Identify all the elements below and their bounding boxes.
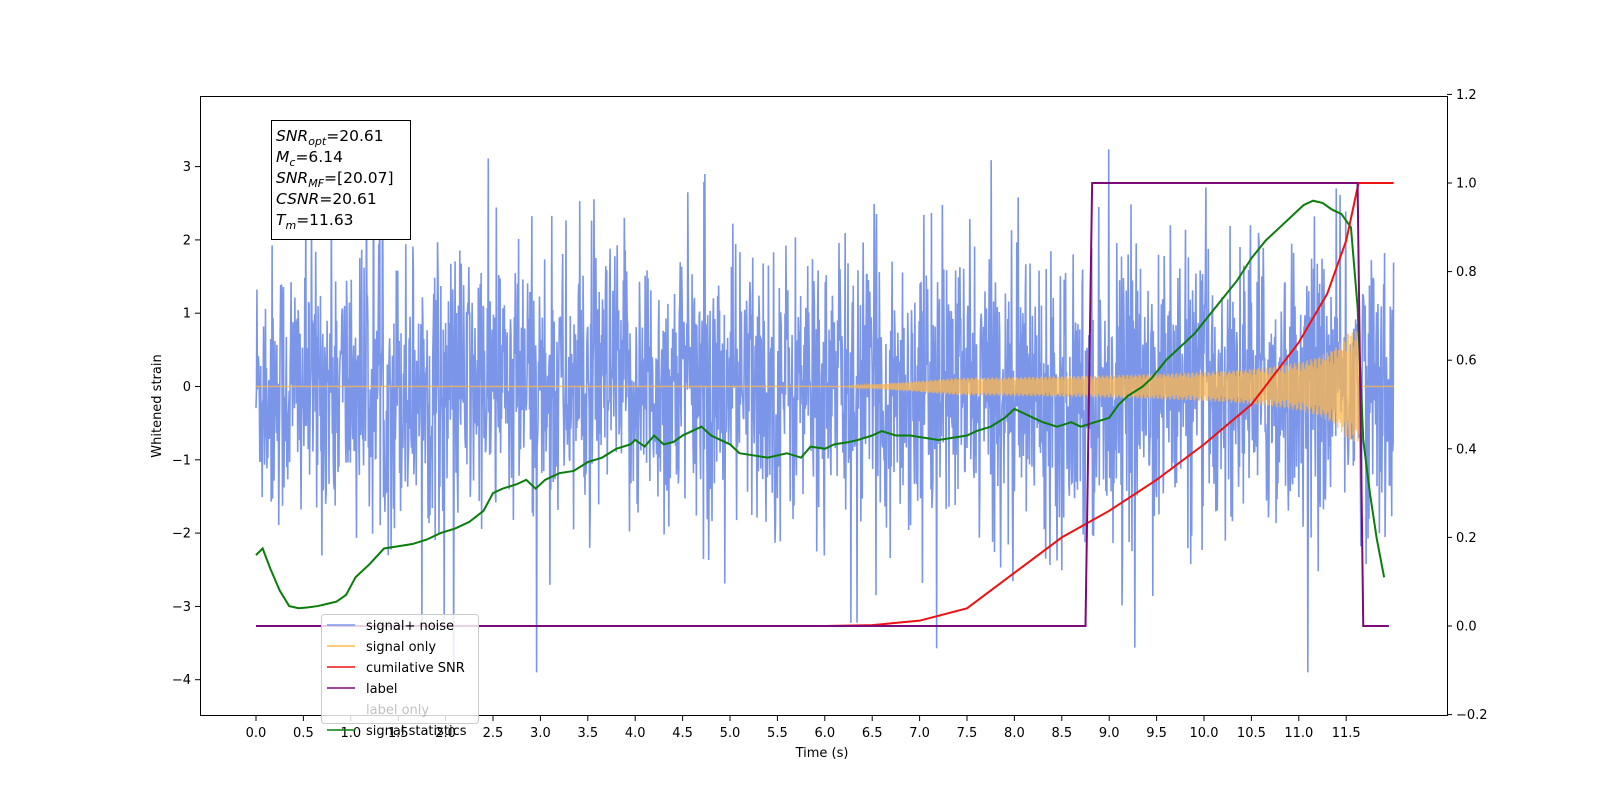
x-tick-label: 1.0: [340, 726, 361, 741]
y-tick-label: 3: [183, 160, 191, 175]
x-tick-label: 8.5: [1051, 726, 1072, 741]
x-tick-label: 3.5: [577, 726, 598, 741]
legend: signal+ noise signal only cumilative SNR la…: [321, 614, 479, 739]
legend-entry: label only: [366, 703, 429, 718]
series-signal-noise: [255, 122, 1395, 673]
x-tick-label: 9.5: [1146, 726, 1167, 741]
y-tick-label: −3: [172, 600, 191, 615]
annotation-line: CSNR=20.61: [276, 190, 377, 208]
y2-tick-label: 1.0: [1456, 177, 1477, 192]
x-tick-label: 10.0: [1190, 726, 1219, 741]
annotation-box: SNRopt=20.61Mc=6.14SNRMF=[20.07]CSNR=20.…: [271, 120, 411, 240]
y2-tick-label: 0.0: [1456, 620, 1477, 635]
y2-tick-label: 0.4: [1456, 442, 1477, 457]
series-label: [256, 182, 1389, 627]
y-tick-label: −4: [172, 673, 191, 688]
annotation-line: SNRopt=20.61: [276, 127, 384, 148]
x-tick-label: 5.5: [767, 726, 788, 741]
series-signal-only: [256, 331, 1394, 442]
axes: 0.0 0.5 1.0 1.5 2.0 2.5 3.0 3.5 4.0 4.5 5.0 5.5 6.0 6…: [172, 88, 1488, 741]
plot-frame: [200, 96, 1448, 716]
legend-entry: signal statistics: [366, 724, 467, 739]
x-tick-label: 0.5: [293, 726, 314, 741]
y-tick-label: 0: [183, 380, 191, 395]
y2-tick-label: 0.2: [1456, 531, 1477, 546]
legend-frame: [321, 614, 479, 724]
x-tick-label: 4.5: [672, 726, 693, 741]
x-axis-label: Time (s): [795, 746, 849, 761]
legend-entry: label: [366, 682, 397, 697]
x-tick-label: 1.5: [388, 726, 409, 741]
series-cumulative-snr: [256, 182, 1394, 627]
y-tick-label: −2: [172, 527, 191, 542]
x-tick-label: 3.0: [530, 726, 551, 741]
x-tick-label: 2.5: [483, 726, 504, 741]
legend-entry: cumilative SNR: [366, 661, 465, 676]
series-signal-statistics: [255, 199, 1386, 610]
legend-entry: signal+ noise: [366, 619, 454, 634]
x-tick-label: 11.0: [1284, 726, 1313, 741]
x-tick-label: 2.0: [435, 726, 456, 741]
x-tick-label: 5.0: [720, 726, 741, 741]
annotation-line: Tm=11.63: [276, 211, 354, 232]
annotation-line: SNRMF=[20.07]: [276, 169, 394, 190]
x-tick-label: 6.0: [814, 726, 835, 741]
x-tick-label: 7.5: [957, 726, 978, 741]
x-tick-label: 10.5: [1237, 726, 1266, 741]
x-tick-label: 9.0: [1099, 726, 1120, 741]
x-tick-label: 6.5: [862, 726, 883, 741]
x-tick-label: 8.0: [1004, 726, 1025, 741]
annotation-frame: [271, 120, 411, 240]
y-axis-label: Whitened strain: [150, 354, 165, 457]
x-tick-label: 0.0: [246, 726, 267, 741]
y2-tick-label: 0.8: [1456, 265, 1477, 280]
y-tick-label: 2: [183, 233, 191, 248]
x-tick-label: 7.0: [909, 726, 930, 741]
y-tick-label: 1: [183, 307, 191, 322]
y2-tick-label: −0.2: [1456, 708, 1488, 723]
y2-tick-label: 1.2: [1456, 88, 1477, 103]
legend-entry: signal only: [366, 640, 436, 655]
x-tick-label: 4.0: [625, 726, 646, 741]
plot-area: [255, 122, 1395, 673]
annotation-line: Mc=6.14: [276, 148, 343, 169]
y2-tick-label: 0.6: [1456, 354, 1477, 369]
y-tick-label: −1: [172, 453, 191, 468]
x-tick-label: 11.5: [1332, 726, 1361, 741]
